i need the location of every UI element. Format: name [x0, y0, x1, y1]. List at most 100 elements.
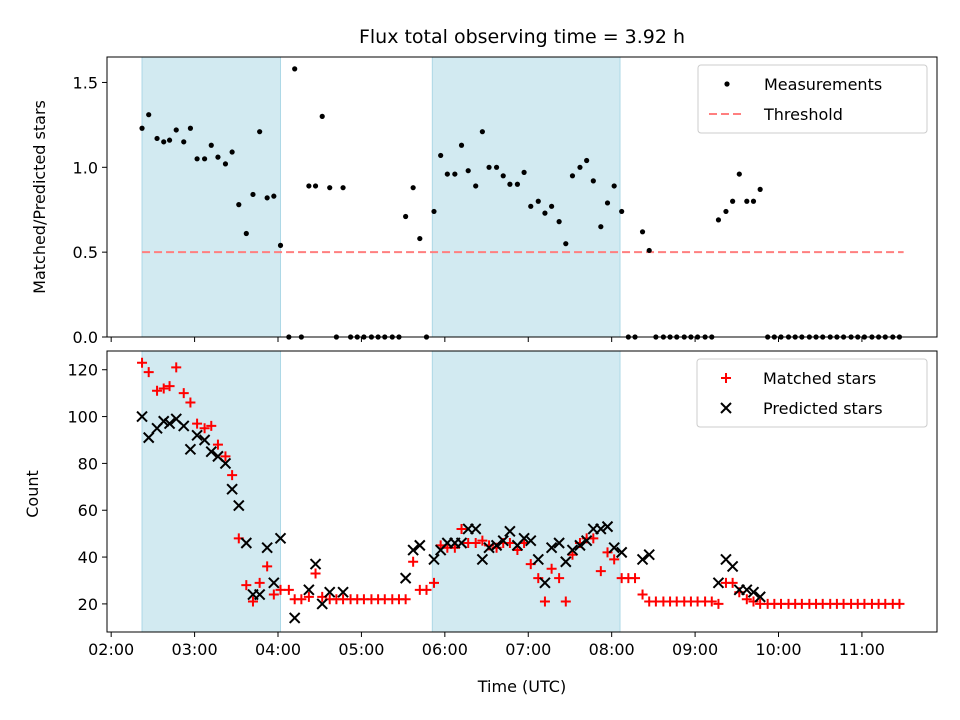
- measurement-point-83: [715, 217, 722, 223]
- predicted-star-point-22: [303, 584, 315, 596]
- measurement-point-62: [569, 173, 576, 179]
- xtick-label-3: 05:00: [338, 640, 384, 659]
- measurement-point-12: [222, 161, 229, 167]
- predicted-star-point-51: [574, 539, 586, 552]
- top-legend: [697, 64, 928, 134]
- matched-star-point-2: [152, 385, 163, 396]
- predicted-star-point-13: [226, 483, 238, 495]
- measurement-point-27: [327, 185, 333, 191]
- measurement-point-55: [521, 169, 527, 175]
- measurement-point-26: [319, 113, 325, 119]
- predicted-star-point-57: [615, 546, 628, 559]
- predicted-star-point-26: [337, 586, 349, 598]
- xtick-label-5: 07:00: [505, 640, 551, 659]
- matched-star-point-6: [178, 388, 189, 399]
- matched-star-point-87: [741, 594, 752, 605]
- bottom-panel: 02:00 03:00 04:00 05:00 06:00 07:00 08:00 09:00…: [67, 350, 938, 659]
- measurement-point-57: [535, 198, 541, 204]
- bottom-ytick-label-0: 20: [78, 595, 98, 614]
- measurement-point-20: [277, 242, 284, 248]
- predicted-star-point-58: [636, 553, 649, 566]
- measurement-point-38: [403, 213, 409, 220]
- top-ytick-label-0: 0.0: [73, 328, 98, 347]
- matched-star-point-11: [212, 439, 223, 450]
- predicted-star-point-39: [490, 539, 503, 552]
- predicted-star-point-49: [560, 556, 572, 568]
- top-ytick-label-1: 0.5: [73, 243, 98, 262]
- measurement-point-50: [486, 164, 492, 170]
- measurement-point-39: [410, 185, 416, 191]
- bottom-axes-frame: [106, 350, 938, 633]
- xtick-label-0: 02:00: [88, 640, 134, 659]
- measurement-point-17: [257, 129, 263, 135]
- matched-star-point-41: [421, 584, 432, 595]
- xtick-label-6: 08:00: [589, 640, 635, 659]
- measurement-point-0: [139, 125, 145, 131]
- predicted-star-point-18: [261, 541, 273, 554]
- predicted-star-point-24: [316, 598, 328, 610]
- predicted-star-point-9: [198, 434, 211, 446]
- matched-star-point-71: [630, 573, 641, 584]
- measurement-point-47: [465, 168, 471, 174]
- matched-star-point-15: [241, 580, 252, 591]
- measurement-point-8: [194, 156, 200, 162]
- xtick-label-2: 04:00: [255, 640, 301, 659]
- bottom-ylabel: Count: [23, 470, 42, 518]
- matched-star-point-58: [539, 596, 550, 607]
- predicted-star-point-54: [595, 523, 607, 535]
- measurement-point-89: [757, 186, 763, 192]
- predicted-star-point-64: [741, 584, 753, 596]
- measurement-point-45: [452, 171, 458, 177]
- matched-star-point-10: [206, 420, 217, 431]
- matched-star-point-59: [546, 563, 557, 574]
- matched-star-point-0: [137, 357, 148, 368]
- matched-star-point-82: [706, 596, 717, 607]
- xtick-label-7: 09:00: [672, 640, 718, 659]
- predicted-star-point-4: [163, 417, 176, 430]
- predicted-star-point-66: [754, 591, 766, 603]
- matched-star-point-4: [164, 381, 175, 392]
- top-ytick-label-3: 1.5: [73, 73, 98, 92]
- predicted-star-point-34: [455, 537, 468, 549]
- matched-star-point-60: [554, 573, 565, 584]
- matched-star-point-1: [143, 367, 154, 378]
- measurement-point-73: [646, 247, 652, 254]
- matched-star-point-49: [477, 535, 488, 546]
- measurement-point-9: [201, 156, 208, 162]
- measurement-point-58: [542, 210, 548, 216]
- predicted-star-point-29: [414, 539, 426, 552]
- predicted-star-point-41: [504, 525, 516, 538]
- measurement-point-68: [611, 183, 617, 189]
- matched-star-point-25: [310, 568, 321, 579]
- predicted-star-point-55: [601, 520, 614, 533]
- predicted-star-point-19: [268, 577, 280, 589]
- matched-star-point-13: [227, 470, 238, 481]
- bottom-ytick-label-2: 60: [78, 501, 98, 520]
- matched-star-point-85: [727, 577, 738, 588]
- matched-star-point-8: [192, 418, 203, 429]
- measurement-point-1: [146, 112, 152, 118]
- matched-star-point-18: [262, 561, 273, 572]
- predicted-star-point-48: [553, 537, 565, 549]
- measurement-point-46: [458, 142, 465, 148]
- bottom-shaded-span-0: [141, 350, 282, 633]
- bottom-legend-marker-1: [720, 402, 732, 414]
- predicted-star-point-59: [643, 549, 655, 561]
- predicted-star-point-56: [608, 541, 620, 554]
- matched-star-point-5: [171, 362, 182, 373]
- predicted-star-point-43: [518, 532, 530, 545]
- predicted-star-point-30: [428, 553, 440, 566]
- matched-star-point-46: [456, 523, 467, 534]
- measurement-point-43: [438, 152, 444, 159]
- matched-star-point-12: [220, 451, 231, 462]
- predicted-star-point-3: [158, 415, 170, 427]
- matched-star-point-7: [185, 397, 196, 408]
- bottom-ytick-label-3: 80: [78, 454, 98, 473]
- matched-star-point-42: [428, 577, 439, 588]
- xtick-label-1: 03:00: [172, 640, 218, 659]
- measurement-point-11: [215, 154, 221, 160]
- measurement-point-14: [236, 202, 242, 208]
- measurement-point-53: [507, 181, 513, 187]
- matched-star-point-83: [713, 598, 724, 609]
- matched-star-point-61: [560, 596, 571, 607]
